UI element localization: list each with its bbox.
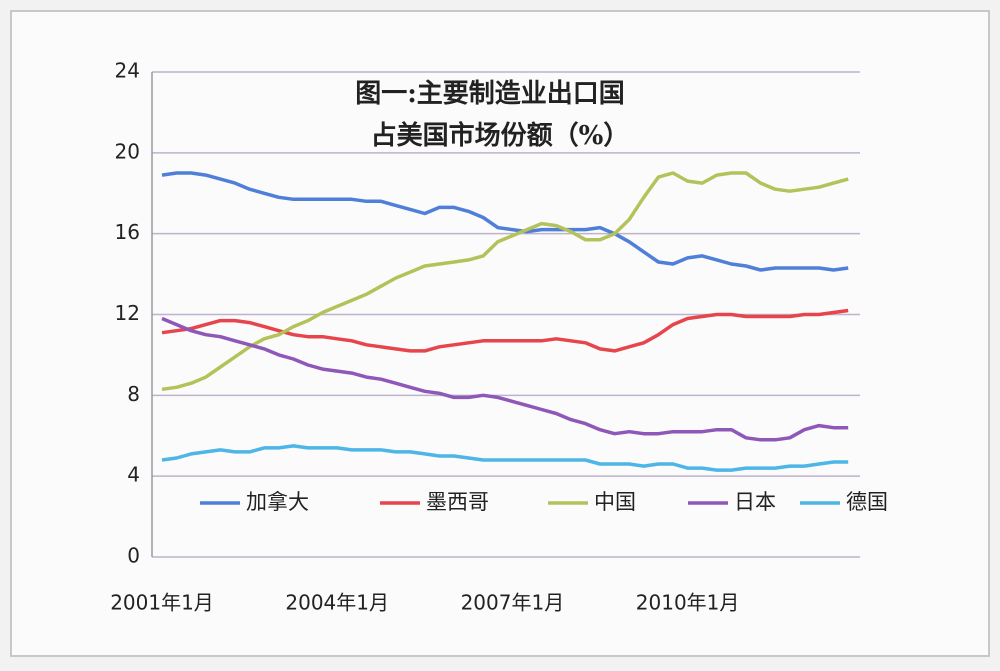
legend-label: 墨西哥 — [426, 490, 489, 514]
legend-label: 德国 — [846, 490, 888, 514]
series-line — [161, 171, 849, 272]
x-tick-label: 2010年1月 — [636, 591, 740, 615]
y-tick-label: 0 — [127, 544, 140, 568]
x-tick-label: 2007年1月 — [461, 591, 565, 615]
chart-subtitle: 占美国市场份额（%） — [371, 120, 630, 151]
chart-title: 图一:主要制造业出口国 — [355, 79, 625, 109]
legend-label: 加拿大 — [246, 490, 309, 514]
x-tick-label: 2001年1月 — [110, 591, 214, 615]
y-tick-label: 16 — [115, 220, 140, 244]
series-line — [161, 316, 849, 442]
legend-label: 中国 — [594, 490, 636, 514]
x-tick-label: 2004年1月 — [285, 591, 389, 615]
y-tick-label: 4 — [127, 463, 140, 487]
y-tick-label: 12 — [115, 301, 140, 325]
y-tick-label: 24 — [115, 59, 140, 83]
series-line — [161, 444, 849, 472]
frame — [10, 10, 990, 657]
y-tick-label: 20 — [115, 139, 140, 163]
series-line — [161, 308, 849, 353]
y-tick-label: 8 — [127, 382, 140, 406]
legend-label: 日本 — [734, 490, 776, 514]
series-line — [161, 171, 849, 392]
